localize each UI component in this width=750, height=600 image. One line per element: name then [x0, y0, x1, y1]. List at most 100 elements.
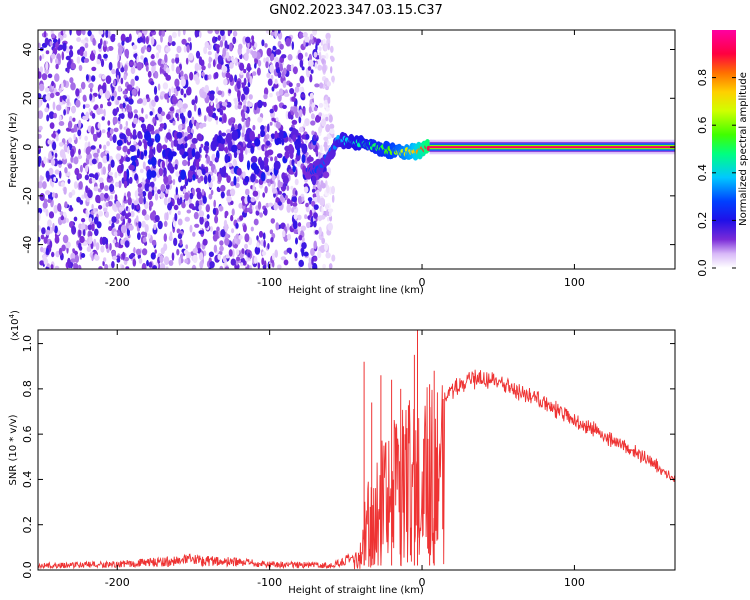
noise-speckle	[222, 255, 227, 263]
noise-speckle	[64, 167, 68, 174]
noise-speckle	[102, 260, 105, 266]
noise-speckle	[266, 47, 272, 57]
noise-speckle	[61, 95, 67, 100]
noise-speckle	[65, 218, 69, 223]
noise-speckle	[61, 244, 66, 252]
noise-speckle	[290, 199, 293, 207]
noise-blob	[176, 143, 181, 151]
noise-speckle	[115, 200, 121, 208]
noise-speckle	[120, 113, 125, 119]
noise-speckle	[262, 192, 266, 198]
noise-speckle	[82, 104, 86, 109]
noise-speckle	[318, 51, 322, 61]
noise-speckle	[222, 105, 226, 111]
noise-speckle	[209, 226, 213, 232]
noise-speckle	[207, 62, 212, 69]
noise-speckle	[221, 101, 228, 107]
noise-speckle	[109, 243, 112, 251]
noise-blob	[130, 155, 137, 161]
noise-speckle	[239, 253, 244, 259]
noise-speckle	[164, 169, 167, 177]
noise-speckle	[168, 35, 173, 44]
noise-speckle	[122, 218, 126, 226]
noise-speckle	[69, 49, 74, 58]
noise-speckle	[54, 192, 58, 199]
noise-blob	[322, 171, 330, 179]
noise-speckle	[263, 93, 268, 100]
noise-speckle	[45, 247, 49, 254]
noise-speckle	[67, 257, 71, 266]
noise-speckle	[118, 180, 122, 189]
noise-speckle	[235, 222, 239, 229]
noise-speckle	[112, 203, 117, 211]
noise-speckle	[311, 188, 316, 193]
noise-speckle	[242, 224, 247, 233]
noise-speckle	[295, 190, 298, 197]
noise-speckle	[305, 202, 309, 208]
noise-speckle	[103, 40, 107, 48]
noise-speckle	[126, 191, 131, 199]
noise-speckle	[285, 194, 288, 200]
noise-speckle	[298, 234, 303, 241]
noise-speckle	[286, 223, 290, 231]
noise-speckle	[309, 99, 313, 105]
noise-speckle	[119, 123, 123, 130]
noise-speckle	[291, 119, 298, 125]
noise-speckle	[308, 59, 314, 68]
noise-speckle	[154, 71, 159, 79]
noise-speckle	[318, 151, 322, 161]
noise-speckle	[216, 63, 222, 70]
noise-speckle	[116, 145, 122, 151]
noise-speckle	[192, 254, 198, 264]
noise-speckle	[73, 156, 79, 165]
noise-speckle	[119, 103, 123, 109]
noise-speckle	[74, 254, 80, 263]
noise-speckle	[223, 114, 227, 124]
noise-speckle	[90, 145, 96, 150]
noise-speckle	[108, 220, 113, 225]
noise-speckle	[105, 75, 112, 84]
noise-speckle	[54, 225, 58, 234]
noise-speckle	[241, 112, 246, 120]
noise-speckle	[229, 43, 233, 51]
noise-speckle	[146, 259, 149, 267]
noise-speckle	[71, 106, 76, 114]
figure-title: GN02.2023.347.03.15.C37	[269, 3, 443, 18]
noise-speckle	[260, 125, 265, 131]
noise-speckle	[184, 192, 190, 201]
noise-speckle	[213, 244, 218, 253]
noise-speckle	[314, 229, 319, 235]
noise-speckle	[209, 93, 215, 101]
noise-speckle	[219, 245, 224, 252]
noise-speckle	[268, 168, 272, 173]
noise-speckle	[54, 265, 60, 269]
noise-speckle	[39, 66, 43, 74]
noise-speckle	[131, 88, 137, 96]
noise-speckle	[331, 194, 335, 203]
noise-speckle	[269, 108, 274, 114]
noise-speckle	[187, 125, 191, 134]
noise-speckle	[314, 62, 318, 69]
noise-speckle	[116, 229, 121, 237]
y-tick-label: 0.4	[21, 471, 34, 489]
colorbar-ticks: 0.0 0.2 0.4 0.6 0.8	[696, 69, 736, 277]
noise-speckle	[141, 262, 147, 269]
noise-blob	[201, 168, 206, 176]
noise-speckle	[248, 148, 251, 154]
noise-speckle	[85, 147, 91, 155]
noise-speckle	[243, 68, 247, 74]
noise-speckle	[47, 139, 52, 145]
x-tick-label: -200	[105, 276, 130, 289]
noise-speckle	[67, 171, 71, 178]
noise-speckle	[203, 115, 207, 122]
noise-speckle	[68, 192, 73, 198]
noise-speckle	[43, 30, 47, 38]
noise-speckle	[325, 203, 329, 211]
noise-speckle	[283, 92, 290, 97]
noise-speckle	[73, 181, 78, 190]
noise-speckle	[328, 208, 334, 213]
noise-speckle	[292, 220, 298, 230]
noise-speckle	[101, 116, 105, 121]
noise-speckle	[303, 251, 309, 257]
noise-speckle	[126, 84, 133, 91]
